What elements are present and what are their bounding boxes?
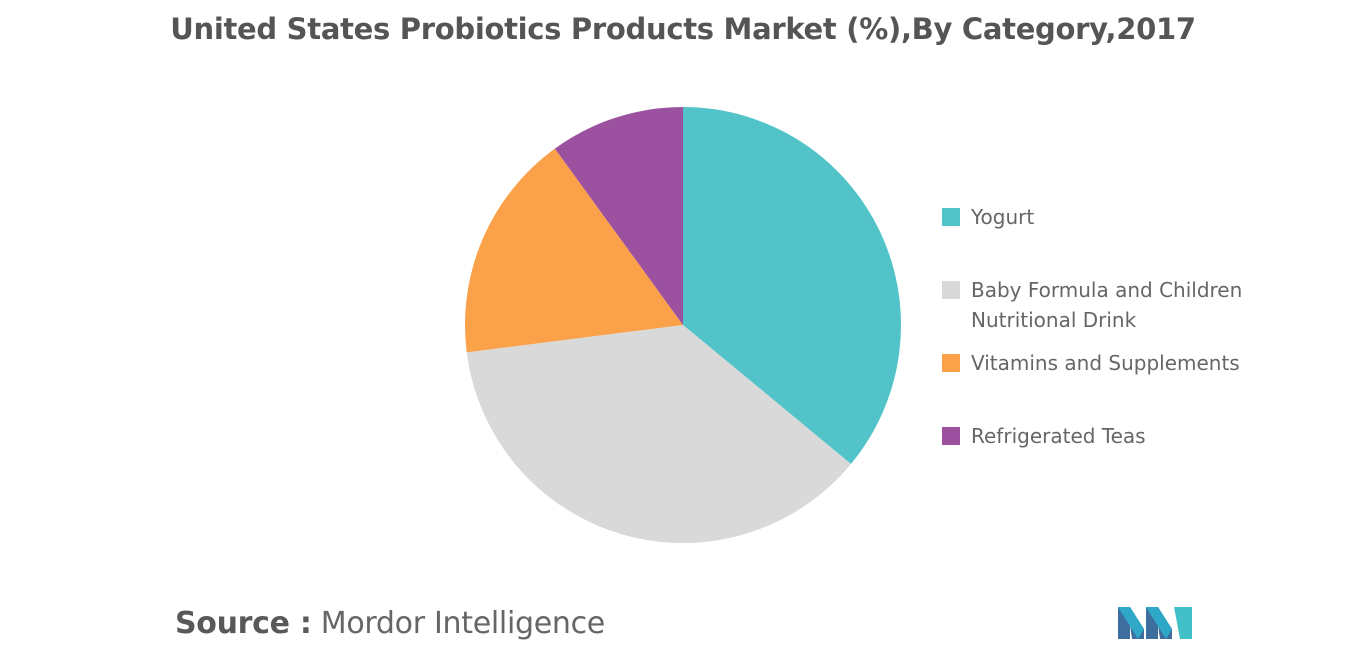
legend-swatch (942, 427, 960, 445)
legend-swatch (942, 354, 960, 372)
source-text: Mordor Intelligence (311, 606, 605, 641)
mordor-intelligence-logo-icon (1118, 607, 1192, 639)
pie-slice-yogurt (683, 107, 901, 464)
pie-slices (465, 106, 901, 543)
legend: Yogurt Baby Formula and Children Nutrition… (942, 205, 1242, 448)
legend-label: Yogurt (970, 205, 1034, 229)
source-line: Source : Mordor Intelligence (175, 606, 605, 641)
source-label: Source : (175, 606, 312, 641)
pie-slice-baby-formula-and-children-nutritional-drink (466, 325, 851, 543)
chart-title: United States Probiotics Products Market… (170, 12, 1196, 46)
legend-label: Baby Formula and Children Nutritional Dri… (971, 278, 1242, 332)
legend-swatch (942, 208, 960, 226)
legend-swatch (942, 281, 960, 299)
pie-slice-refrigerated-teas (554, 106, 683, 325)
pie-slice-vitamins-and-supplements (465, 148, 683, 353)
legend-label: Refrigerated Teas (971, 424, 1146, 448)
legend-label: Vitamins and Supplements (971, 351, 1240, 375)
